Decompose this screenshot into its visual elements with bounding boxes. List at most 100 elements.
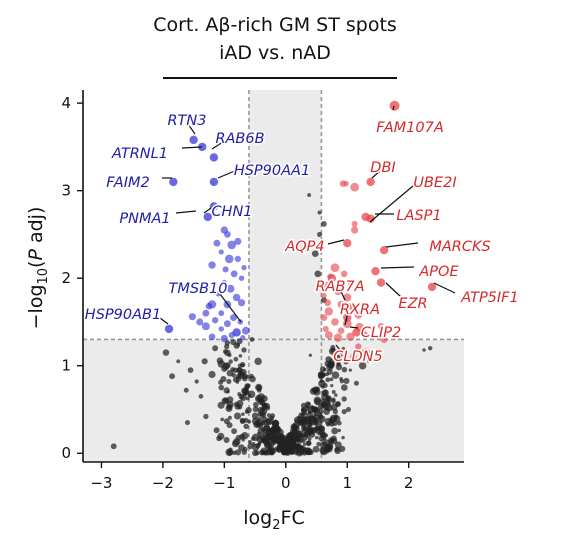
ns-point xyxy=(176,359,181,364)
y-tick-label: 3 xyxy=(61,182,71,200)
ns-point xyxy=(208,370,216,379)
ns-point xyxy=(334,393,338,397)
up-point xyxy=(355,343,362,350)
ns-point xyxy=(203,413,209,420)
ns-point xyxy=(253,401,259,408)
down-point xyxy=(196,318,204,326)
ns-point xyxy=(232,438,241,446)
ns-point xyxy=(307,193,312,198)
up-gene-point xyxy=(339,348,349,357)
ns-point xyxy=(335,400,342,407)
ns-point xyxy=(331,371,340,379)
up-point xyxy=(354,311,363,319)
up-point xyxy=(322,325,329,332)
down-point xyxy=(211,317,219,324)
down-gene-label-rtn3: RTN3 xyxy=(167,113,206,129)
ns-point xyxy=(257,398,265,405)
ns-point xyxy=(319,379,324,384)
ns-point xyxy=(336,420,342,426)
ns-point xyxy=(299,416,308,424)
up-gene-point xyxy=(366,214,375,223)
ns-point xyxy=(241,431,249,440)
ns-point xyxy=(228,359,233,364)
down-gene-point xyxy=(209,153,219,162)
ns-point xyxy=(317,231,323,238)
ns-point xyxy=(226,390,230,394)
up-gene-connector xyxy=(380,266,415,269)
ns-point xyxy=(330,398,336,404)
ns-point xyxy=(218,384,225,391)
up-gene-label-ezr: EZR xyxy=(398,296,427,312)
up-point xyxy=(324,299,332,307)
ns-point xyxy=(320,441,328,450)
up-gene-label-rab7a: RAB7A xyxy=(315,279,364,295)
ns-point xyxy=(341,408,347,415)
down-gene-label-rab6b: RAB6B xyxy=(215,131,264,147)
up-point xyxy=(333,333,343,342)
data-points xyxy=(110,100,437,457)
up-gene-label-marcks: MARCKS xyxy=(429,239,490,255)
ns-point xyxy=(269,415,275,421)
ns-point xyxy=(336,359,341,365)
ns-point xyxy=(307,437,312,441)
ns-point xyxy=(260,447,268,455)
ns-point xyxy=(198,394,204,399)
down-gene-point xyxy=(164,324,174,334)
up-point xyxy=(324,307,333,316)
ns-point xyxy=(254,357,262,366)
ns-point xyxy=(325,372,329,377)
ns-point xyxy=(237,367,243,373)
up-gene-label-fam107a: FAM107A xyxy=(376,120,444,136)
ns-point xyxy=(317,414,324,420)
ns-point xyxy=(162,349,170,356)
ns-point xyxy=(245,383,251,389)
ns-point xyxy=(287,433,294,440)
up-point xyxy=(331,318,339,326)
down-gene-connector xyxy=(217,169,238,179)
ns-point xyxy=(271,425,278,432)
ns-point xyxy=(300,422,307,429)
up-gene-connector xyxy=(371,170,381,179)
ns-point xyxy=(332,420,338,427)
ns-point xyxy=(314,426,320,431)
down-point xyxy=(240,335,246,341)
up-gene-connector xyxy=(339,288,346,301)
down-point xyxy=(234,237,242,245)
ns-point xyxy=(325,422,331,427)
ns-point xyxy=(341,435,345,440)
ns-point xyxy=(220,417,225,422)
up-gene-label-dbi: DBI xyxy=(370,160,395,176)
down-gene-label-tmsb10: TMSB10 xyxy=(169,281,228,297)
ns-point xyxy=(341,396,347,402)
down-gene-connector xyxy=(181,146,203,149)
ns-point xyxy=(251,433,260,442)
ns-point xyxy=(233,356,239,362)
ns-point xyxy=(300,402,307,409)
ns-point xyxy=(300,412,305,417)
ns-point xyxy=(234,449,242,456)
down-gene-connector xyxy=(211,141,224,150)
ns-point xyxy=(309,427,315,433)
chart-title-line2: iAD vs. nAD xyxy=(219,42,331,64)
ns-point xyxy=(252,406,259,413)
up-gene-label-rxra: RXRA xyxy=(340,302,380,318)
x-tick-label: −1 xyxy=(213,474,235,492)
up-gene-point xyxy=(343,238,352,248)
down-point xyxy=(238,275,245,281)
ns-point xyxy=(275,448,280,453)
up-gene-point xyxy=(327,273,337,283)
ns-point xyxy=(264,434,271,441)
ns-point xyxy=(315,435,319,440)
ns-point xyxy=(317,210,322,215)
ns-point xyxy=(321,221,327,227)
ns-point xyxy=(241,412,245,417)
ns-point xyxy=(339,377,343,381)
x-tick-label: 1 xyxy=(342,474,352,492)
up-gene-connector xyxy=(392,105,395,111)
ns-point xyxy=(422,348,426,352)
ns-point xyxy=(226,403,233,411)
ns-point xyxy=(318,371,324,378)
ns-point xyxy=(238,354,243,358)
ns-point xyxy=(319,366,326,373)
ns-point xyxy=(320,432,326,438)
